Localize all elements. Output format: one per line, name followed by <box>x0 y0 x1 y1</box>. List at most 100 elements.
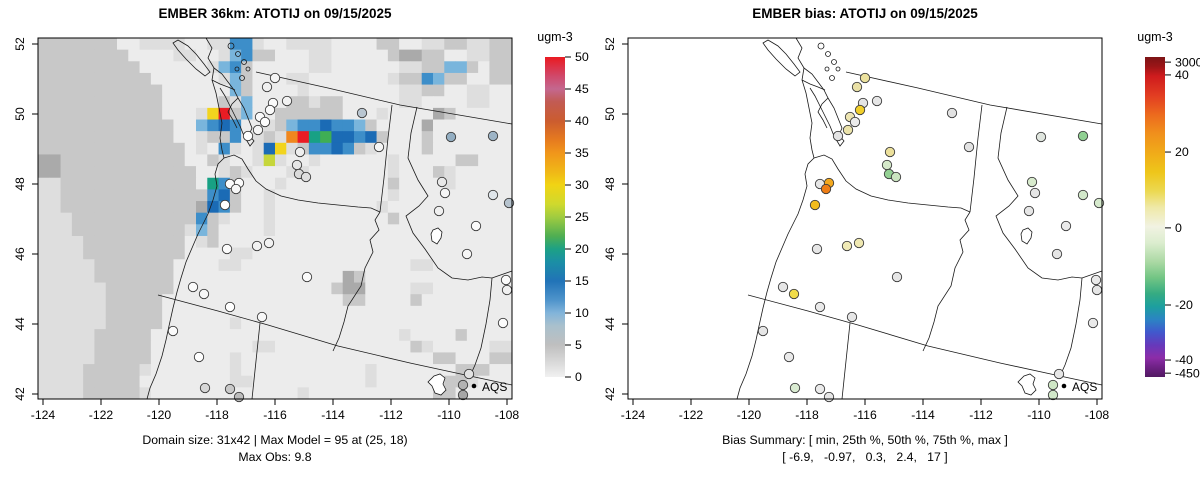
station-marker <box>1026 176 1038 188</box>
station-marker <box>1029 187 1041 199</box>
colorbar-tick-label: 40 <box>1175 68 1189 82</box>
station-marker <box>461 248 473 260</box>
station-marker <box>199 382 211 394</box>
colorbar-gradient <box>1145 57 1165 377</box>
id-mt-border <box>405 106 493 281</box>
yellowstone-lake <box>427 373 447 396</box>
x-tick-label: -114 <box>321 408 345 422</box>
station-marker <box>1093 197 1105 209</box>
station-marker <box>436 176 448 188</box>
station-marker <box>439 187 451 199</box>
basemap-layer <box>736 37 1103 400</box>
colorbar-tick-label: 0 <box>1175 221 1182 235</box>
southern-42n-border <box>747 294 1103 386</box>
station-marker <box>470 220 482 232</box>
left-panel-title: EMBER 36km: ATOTIJ on 09/15/2025 <box>158 6 392 21</box>
station-marker <box>1087 317 1099 329</box>
station-marker <box>252 124 264 136</box>
aqs-legend: AQS <box>471 380 507 394</box>
flathead-lake <box>430 227 443 245</box>
gulf-island-3 <box>241 59 247 65</box>
mt-wy-border <box>491 270 513 279</box>
station-marker <box>809 199 821 211</box>
x-tick-label: -116 <box>263 408 287 422</box>
station-marker <box>264 104 276 116</box>
x-tick-label: -108 <box>1085 408 1110 422</box>
station-marker <box>814 301 826 313</box>
colorbar-gradient <box>545 57 565 377</box>
station-marker <box>777 281 789 293</box>
station-marker <box>167 325 179 337</box>
gulf-island-1 <box>227 42 235 50</box>
model-panel: AQS -124 -122 -120 -118 -116 -114 -112 -110 -108 5… <box>13 37 519 422</box>
strait-juan-de-fuca <box>211 79 236 91</box>
y-tick-label: 44 <box>603 317 617 331</box>
station-marker <box>854 104 866 116</box>
right-caption-line1: Bias Summary: [ min, 25th %, 50th %, 75t… <box>722 433 1008 447</box>
x-tick-label: -114 <box>911 408 935 422</box>
station-marker <box>221 243 233 255</box>
y-tick-label: 44 <box>13 317 27 331</box>
colorbar-tick-label: 10 <box>575 306 589 320</box>
x-tick-label: -118 <box>795 408 819 422</box>
gulf-island-2 <box>825 51 831 57</box>
or-id-border-snake <box>922 211 971 352</box>
station-marker <box>1047 379 1059 391</box>
y-tick-label: 42 <box>603 387 617 401</box>
colorbar-tick-label: 5 <box>575 338 582 352</box>
colorbar-tick-label: 0 <box>575 370 582 384</box>
station-marker <box>1090 274 1102 286</box>
x-tick-label: -108 <box>495 408 520 422</box>
vashon-island <box>239 75 245 81</box>
x-axis: -124 -122 -120 -118 -116 -114 -112 -110 -108 <box>31 399 520 422</box>
x-tick-label: -112 <box>379 408 403 422</box>
station-marker <box>1023 205 1035 217</box>
vancouver-island <box>172 39 211 77</box>
whidbey-island <box>234 66 240 72</box>
station-marker <box>261 81 273 93</box>
y-tick-label: 48 <box>603 177 617 191</box>
y-tick-label: 50 <box>603 107 617 121</box>
stations-layer <box>757 72 1105 403</box>
vashon-island <box>829 75 835 81</box>
station-marker <box>1047 389 1059 401</box>
station-marker <box>259 116 271 128</box>
station-marker <box>373 141 385 153</box>
vancouver-island <box>762 39 801 77</box>
station-marker <box>193 351 205 363</box>
colorbar-tick-label: -450 <box>1175 366 1200 380</box>
station-marker <box>1077 189 1089 201</box>
or-id-border-snake <box>332 211 381 352</box>
station-marker <box>281 95 293 107</box>
station-marker <box>881 159 893 171</box>
colorbar-tick-label: 45 <box>575 82 589 96</box>
station-marker <box>301 271 313 283</box>
station-marker <box>487 130 499 142</box>
x-tick-label: -124 <box>31 408 56 422</box>
y-tick-label: 46 <box>13 247 27 261</box>
station-marker <box>963 141 975 153</box>
station-marker <box>300 171 312 183</box>
station-marker <box>757 325 769 337</box>
panel-frame <box>627 37 1103 400</box>
id-wy-border <box>469 277 493 377</box>
us-canada-border <box>255 71 513 125</box>
mt-wy-border <box>1081 270 1103 279</box>
station-marker <box>832 130 844 142</box>
id-wy-border <box>1059 277 1083 377</box>
station-marker <box>445 131 457 143</box>
station-marker <box>269 72 281 84</box>
station-marker <box>291 159 303 171</box>
wa-or-border-columbia <box>813 154 971 213</box>
station-marker <box>356 107 368 119</box>
station-marker <box>198 288 210 300</box>
left-caption-line1: Domain size: 31x42 | Max Model = 95 at (… <box>142 433 408 447</box>
x-tick-label: -110 <box>437 408 461 422</box>
wa-or-border-columbia <box>223 154 381 213</box>
right-colorbar-unit-label: ugm-3 <box>1137 30 1173 44</box>
x-tick-label: -120 <box>737 408 762 422</box>
pacific-coastline <box>736 37 815 400</box>
right-caption-line2: [ -6.9, -0.97, 0.3, 2.4, 17 ] <box>782 450 948 464</box>
station-marker <box>789 382 801 394</box>
